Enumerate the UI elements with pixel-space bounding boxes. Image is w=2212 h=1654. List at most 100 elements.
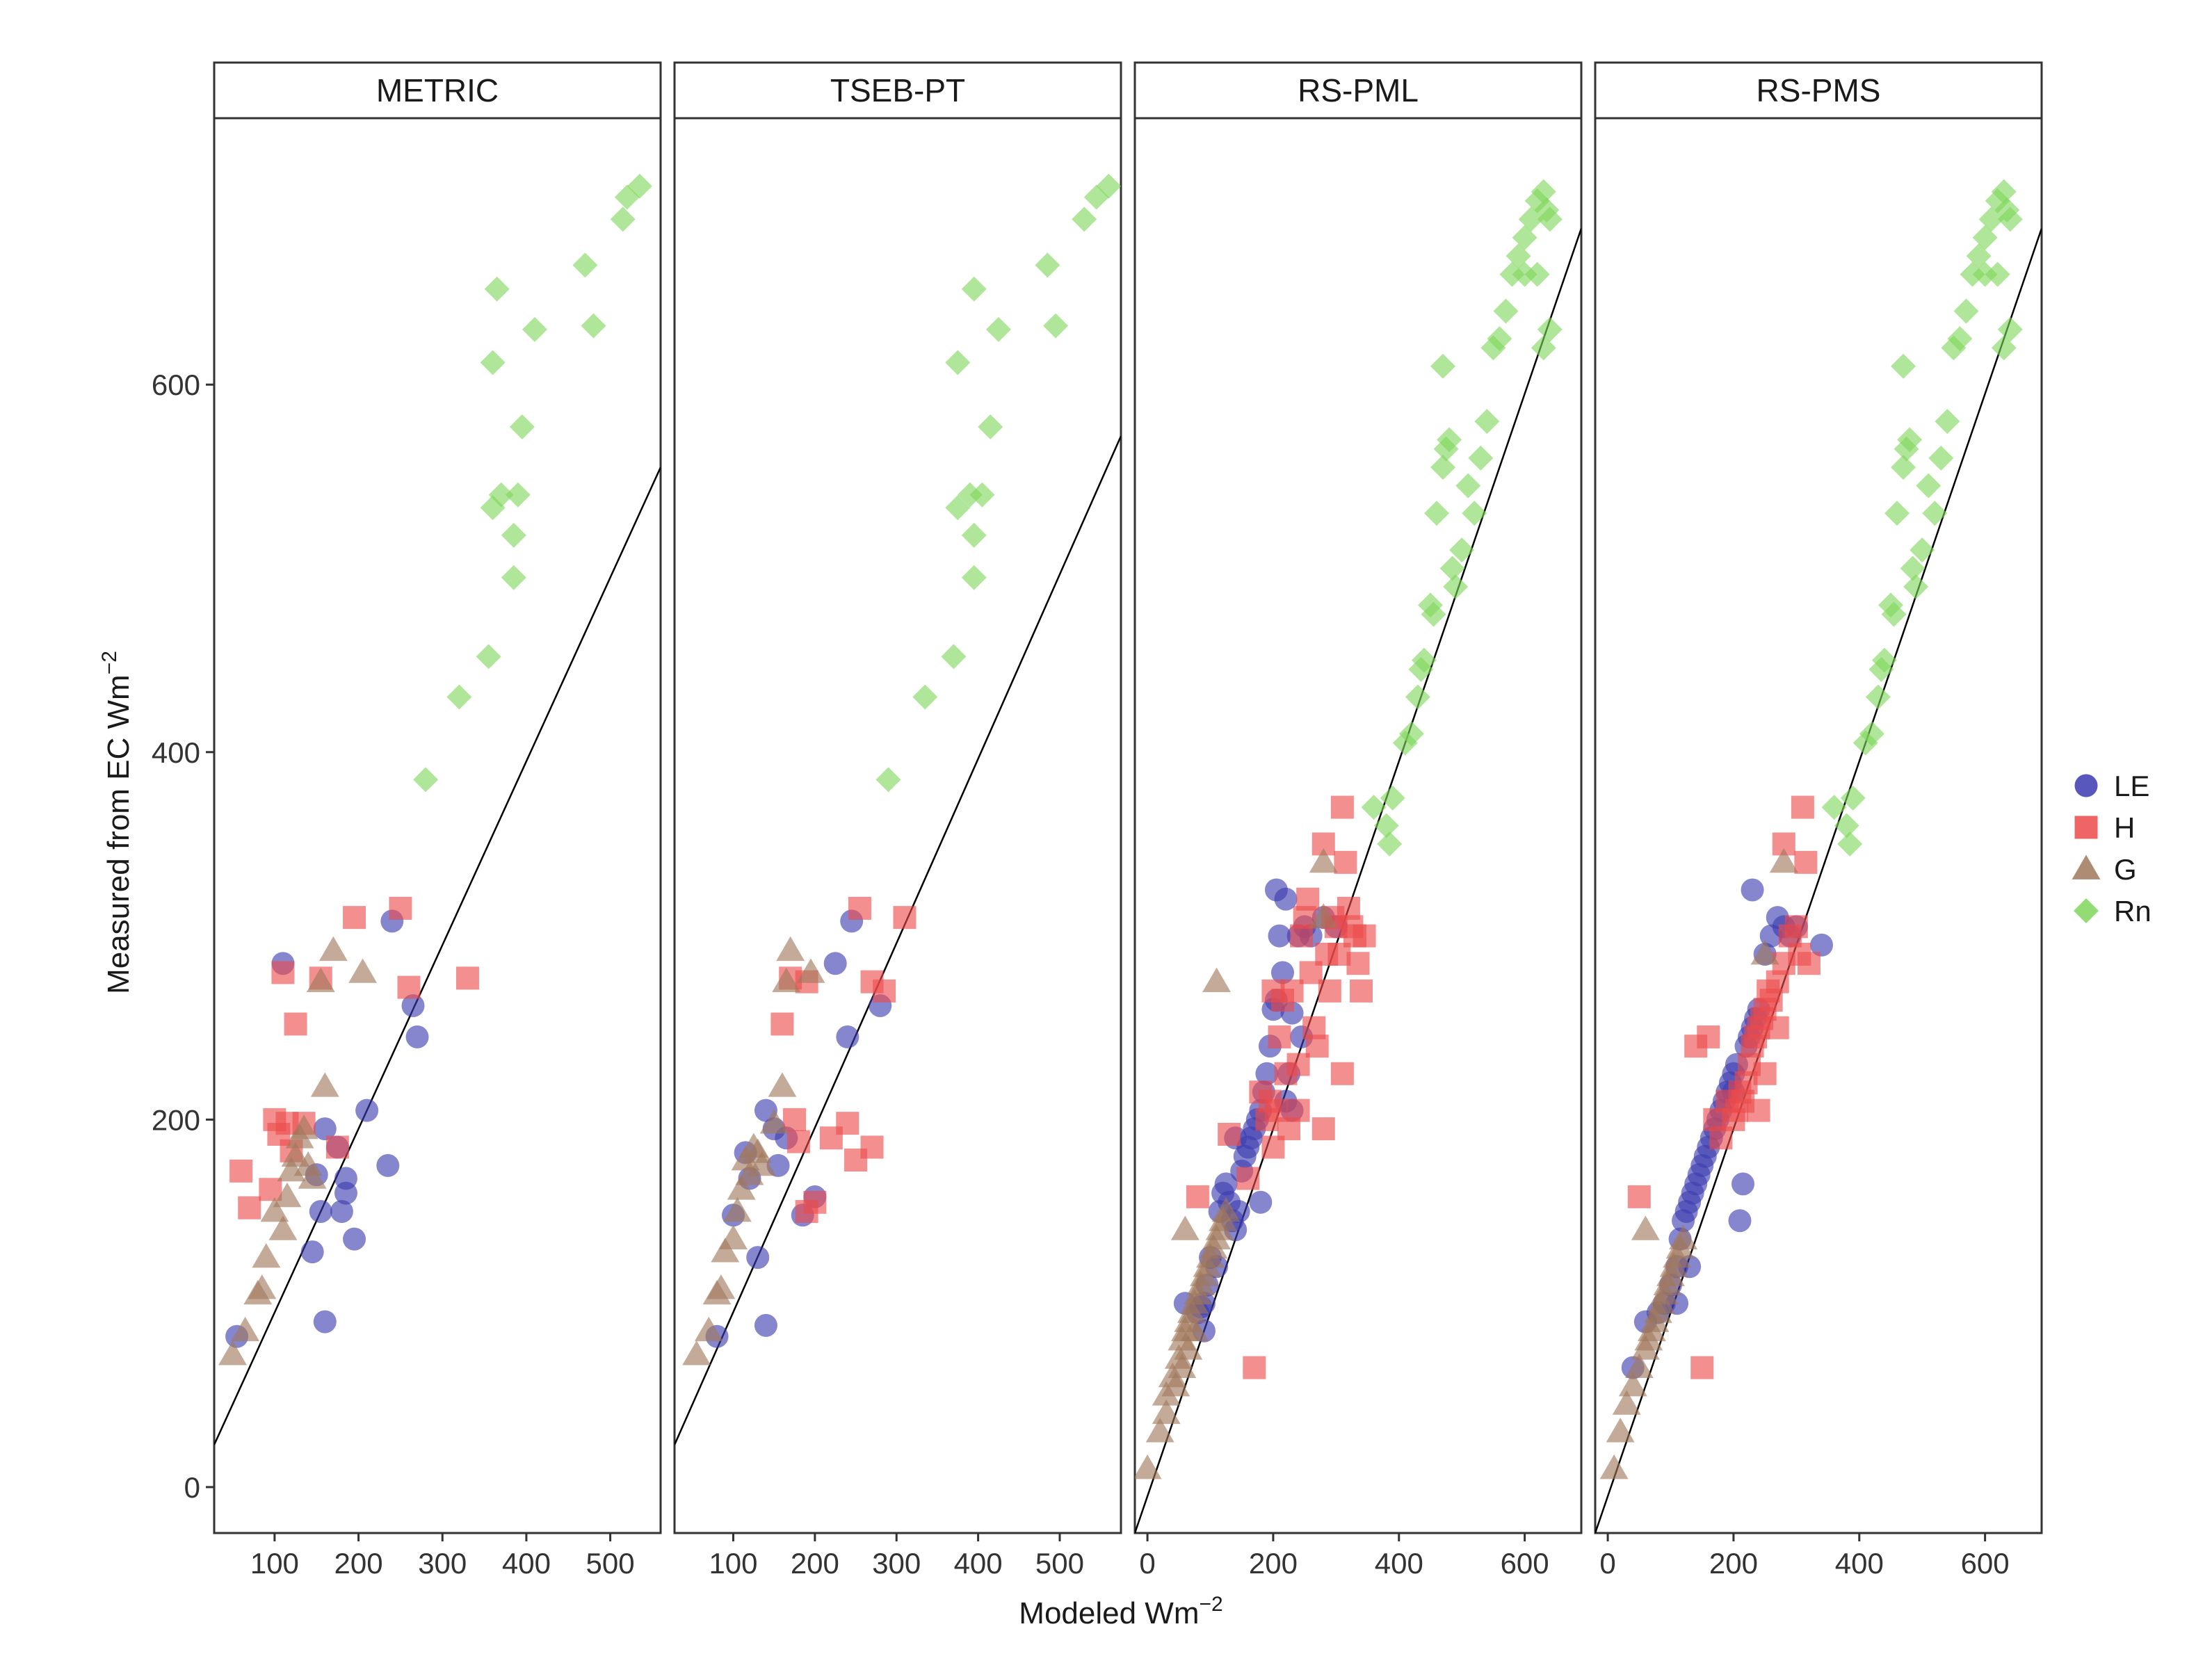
point-rn — [1837, 831, 1863, 857]
point-g — [273, 1182, 302, 1208]
point-rn — [1373, 813, 1399, 838]
point-rn — [1991, 335, 2017, 361]
point-rn — [505, 482, 531, 508]
facet-title: TSEB-PT — [830, 72, 965, 108]
point-rn — [1985, 261, 2010, 287]
point-h — [229, 1159, 253, 1183]
point-rn — [912, 684, 938, 710]
legend-item-g: G — [2072, 853, 2137, 886]
point-rn — [1035, 252, 1060, 278]
point-h — [1236, 1167, 1260, 1190]
x-tick-label: 300 — [418, 1547, 467, 1580]
point-h — [1753, 1062, 1777, 1085]
plot-panel — [213, 117, 662, 1534]
point-rn — [1468, 445, 1494, 471]
point-g — [231, 1316, 260, 1342]
point-rn — [1537, 206, 1563, 232]
series-g — [1135, 848, 1338, 1479]
point-g — [776, 936, 805, 962]
point-h — [786, 1130, 810, 1153]
point-h — [284, 1012, 307, 1036]
point-rn — [1891, 353, 1916, 379]
legend-key-le — [2074, 774, 2098, 797]
point-le — [309, 1200, 332, 1223]
point-g — [1211, 1197, 1241, 1222]
facet-rs-pms: RS-PMS 0 200 400 600 — [1594, 61, 2043, 1580]
point-g — [1624, 1353, 1654, 1378]
y-tick-label: 0 — [184, 1471, 200, 1504]
point-g — [1152, 1399, 1181, 1425]
point-h — [860, 1135, 884, 1159]
point-rn — [1043, 313, 1069, 339]
facet-strip — [1594, 61, 2043, 120]
series-h — [1186, 795, 1376, 1379]
point-g — [727, 1175, 756, 1200]
point-g — [1618, 1372, 1647, 1397]
point-g — [1309, 903, 1338, 928]
point-h — [343, 906, 366, 930]
point-g — [731, 1146, 760, 1171]
point-rn — [1891, 455, 1916, 480]
point-rn — [1411, 647, 1437, 673]
point-g — [289, 1114, 318, 1140]
point-g — [1145, 1418, 1174, 1443]
point-h — [1334, 850, 1357, 874]
point-g — [694, 1316, 723, 1342]
point-rn — [961, 565, 987, 590]
point-le — [754, 1313, 777, 1337]
point-rn — [1928, 445, 1954, 471]
point-rn — [1424, 501, 1450, 526]
point-g — [759, 1109, 789, 1134]
point-le — [300, 1240, 324, 1264]
point-le — [1214, 1172, 1238, 1196]
point-rn — [1380, 785, 1405, 811]
x-tick-label: 500 — [1035, 1547, 1084, 1580]
y-tick-label: 600 — [152, 368, 200, 401]
point-le — [401, 994, 425, 1017]
point-rn — [413, 767, 439, 793]
point-g — [306, 967, 335, 992]
point-le — [313, 1117, 337, 1141]
point-h — [1268, 1025, 1291, 1048]
point-rn — [961, 276, 987, 302]
point-g — [1631, 1215, 1660, 1240]
x-tick-label: 400 — [954, 1547, 1003, 1580]
x-tick-label: 400 — [1375, 1547, 1423, 1580]
point-h — [271, 961, 295, 984]
legend-label: LE — [2114, 770, 2149, 802]
point-h — [1350, 979, 1373, 1003]
point-rn — [1449, 537, 1475, 563]
point-rn — [1072, 206, 1097, 232]
point-rn — [572, 252, 598, 278]
series-g — [218, 936, 378, 1365]
facet-title: METRIC — [376, 72, 499, 108]
point-rn — [1531, 179, 1556, 204]
point-rn — [985, 316, 1011, 342]
point-rn — [1881, 601, 1907, 627]
point-le — [1810, 933, 1834, 957]
x-tick-label: 200 — [334, 1547, 383, 1580]
y-axis-title: Measured from EC Wm−2 — [98, 651, 136, 994]
series-rn — [413, 173, 652, 793]
point-h — [455, 966, 479, 990]
point-g — [268, 1215, 298, 1240]
facet-strip — [213, 61, 662, 120]
point-g — [318, 936, 348, 962]
point-rn — [1430, 353, 1456, 379]
legend-key-rn — [2074, 898, 2099, 923]
point-rn — [1430, 455, 1456, 480]
point-g — [310, 1072, 339, 1097]
point-g — [298, 1164, 327, 1189]
point-le — [836, 1025, 859, 1048]
point-h — [1218, 1123, 1241, 1146]
point-g — [1161, 1372, 1190, 1397]
point-rn — [1512, 261, 1537, 287]
point-g — [1202, 967, 1232, 992]
facet-metric: METRIC 100 200 300 400 500 — [213, 61, 662, 1580]
point-h — [1794, 850, 1818, 874]
point-h — [1697, 1025, 1720, 1048]
point-g — [1170, 1215, 1200, 1240]
point-h — [1330, 795, 1354, 819]
point-h — [1791, 795, 1814, 819]
point-g — [796, 958, 825, 983]
